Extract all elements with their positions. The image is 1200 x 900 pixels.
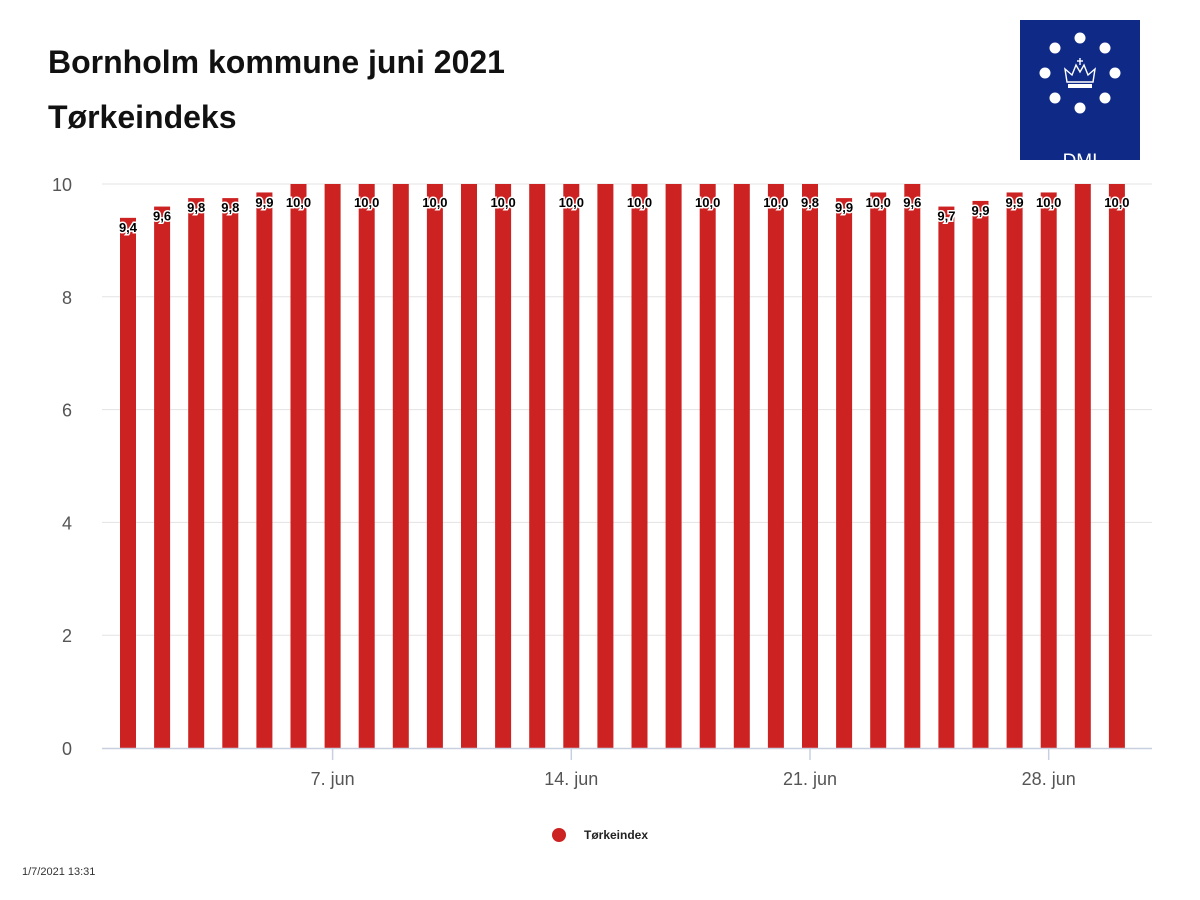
- x-tick-label: 7. jun: [311, 769, 355, 789]
- dmi-logo: DMI: [1020, 20, 1140, 172]
- data-label: 9,6: [153, 209, 171, 224]
- bars: [120, 184, 1125, 749]
- y-tick-label: 4: [62, 513, 72, 533]
- chart-subtitle: Tørkeindeks: [48, 99, 237, 135]
- bar[interactable]: [529, 184, 546, 748]
- data-label: 10,0: [1104, 195, 1129, 210]
- crown-emblem-icon: [1039, 32, 1121, 114]
- bar[interactable]: [870, 192, 887, 748]
- bar[interactable]: [733, 184, 750, 748]
- logo-text: DMI: [1062, 151, 1098, 172]
- bar[interactable]: [495, 184, 512, 748]
- bar[interactable]: [1040, 192, 1057, 748]
- data-label: 10,0: [627, 195, 652, 210]
- bar[interactable]: [222, 198, 239, 749]
- data-label: 10,0: [1036, 195, 1061, 210]
- data-label: 10,0: [866, 195, 891, 210]
- data-label: 9,6: [903, 195, 921, 210]
- chart-title: Bornholm kommune juni 2021: [48, 44, 505, 80]
- data-label: 9,8: [801, 195, 819, 210]
- bar[interactable]: [836, 198, 853, 749]
- bar[interactable]: [597, 184, 614, 748]
- data-label: 10,0: [422, 195, 447, 210]
- data-label: 9,8: [221, 200, 239, 215]
- data-label: 9,9: [1006, 195, 1024, 210]
- y-tick-label: 0: [62, 739, 72, 759]
- bar[interactable]: [392, 184, 409, 748]
- bar[interactable]: [631, 184, 648, 748]
- bar[interactable]: [358, 184, 375, 748]
- legend-label: Tørkeindex: [584, 828, 649, 842]
- bar[interactable]: [461, 184, 477, 748]
- bar[interactable]: [1074, 184, 1091, 748]
- x-tick-label: 28. jun: [1022, 769, 1076, 789]
- y-tick-label: 8: [62, 288, 72, 308]
- bar[interactable]: [324, 184, 341, 748]
- timestamp: 1/7/2021 13:31: [22, 866, 96, 878]
- bar[interactable]: [154, 206, 171, 748]
- bar[interactable]: [1108, 184, 1125, 748]
- y-tick-label: 6: [62, 401, 72, 421]
- data-label: 10,0: [354, 195, 379, 210]
- data-label: 9,7: [937, 209, 955, 224]
- legend-marker: [552, 828, 566, 842]
- bar[interactable]: [1006, 192, 1023, 748]
- data-label: 9,9: [835, 200, 853, 215]
- data-label: 9,8: [187, 200, 205, 215]
- bar[interactable]: [904, 184, 921, 748]
- bar[interactable]: [938, 206, 955, 748]
- x-axis-ticks: 7. jun 14. jun 21. jun 28. jun: [311, 748, 1076, 789]
- bar[interactable]: [665, 184, 682, 748]
- y-tick-label: 2: [62, 626, 72, 646]
- bar[interactable]: [972, 200, 989, 749]
- data-label: 9,9: [255, 195, 273, 210]
- data-label: 9,9: [971, 203, 989, 218]
- x-tick-label: 21. jun: [783, 769, 837, 789]
- bar[interactable]: [256, 192, 273, 748]
- legend[interactable]: Tørkeindex: [552, 826, 648, 844]
- x-tick-label: 14. jun: [544, 769, 598, 789]
- bar[interactable]: [802, 184, 818, 748]
- bar[interactable]: [767, 184, 784, 748]
- data-label: 10,0: [490, 195, 515, 210]
- data-label: 9,4: [119, 220, 138, 235]
- bar[interactable]: [426, 184, 443, 748]
- bar[interactable]: [120, 217, 136, 749]
- data-label: 10,0: [286, 195, 311, 210]
- bar[interactable]: [699, 184, 716, 748]
- data-labels: 9,4 9,6 9,8 9,8 9,9 10,0 10,0 10,0 10,0 10,0 10,0 1…: [117, 194, 1131, 237]
- data-label: 10,0: [763, 195, 788, 210]
- data-label: 10,0: [559, 195, 584, 210]
- data-label: 10,0: [695, 195, 720, 210]
- bar[interactable]: [563, 184, 580, 748]
- bar[interactable]: [290, 184, 307, 748]
- y-tick-label: 10: [52, 175, 72, 195]
- bar[interactable]: [188, 198, 205, 749]
- y-axis-ticks: 0 2 4 6 8 10: [52, 175, 72, 759]
